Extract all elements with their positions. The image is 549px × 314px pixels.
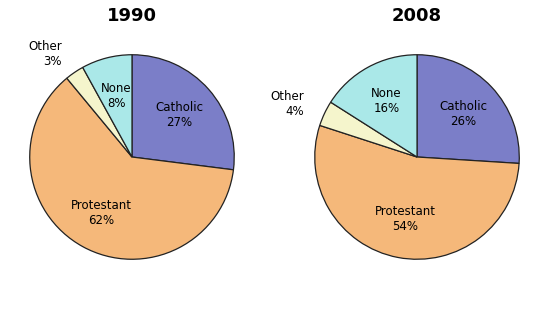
Wedge shape <box>83 55 132 157</box>
Wedge shape <box>320 102 417 157</box>
Text: Protestant
54%: Protestant 54% <box>374 205 436 233</box>
Wedge shape <box>132 55 234 170</box>
Text: Protestant
62%: Protestant 62% <box>71 198 132 227</box>
Title: 1990: 1990 <box>107 7 157 25</box>
Text: None
16%: None 16% <box>371 87 402 116</box>
Wedge shape <box>67 68 132 157</box>
Wedge shape <box>30 78 233 259</box>
Wedge shape <box>330 55 417 157</box>
Wedge shape <box>417 55 519 163</box>
Text: None
8%: None 8% <box>101 82 132 110</box>
Text: Catholic
26%: Catholic 26% <box>439 100 487 127</box>
Wedge shape <box>315 125 519 259</box>
Text: Catholic
27%: Catholic 27% <box>155 101 204 129</box>
Text: Other
4%: Other 4% <box>271 90 304 118</box>
Title: 2008: 2008 <box>392 7 442 25</box>
Text: Other
3%: Other 3% <box>28 40 62 68</box>
